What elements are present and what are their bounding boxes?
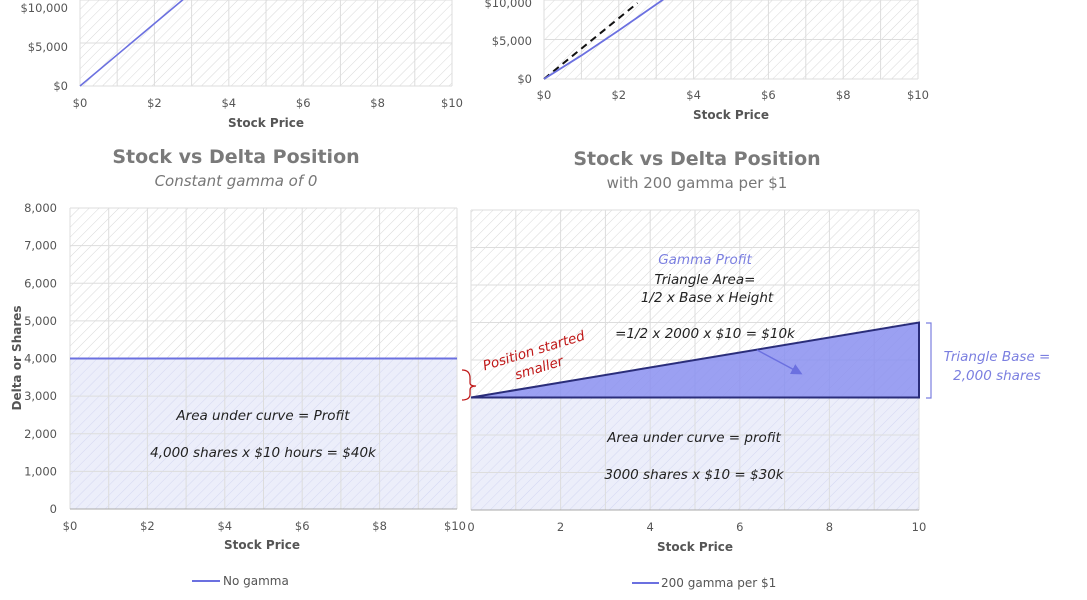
x-tick-label: $6: [761, 88, 776, 102]
x-tick-label: $10: [907, 88, 929, 102]
x-tick-label: $2: [147, 96, 162, 110]
x-tick-label: 2: [557, 520, 564, 534]
bottom-left-chart: Stock vs Delta Position Constant gamma o…: [10, 146, 466, 588]
top-right-gridlines: [543, 0, 919, 80]
y-tick-label: $5,000: [28, 40, 68, 54]
position-smaller-brace: [461, 369, 477, 401]
x-axis-label: Stock Price: [693, 108, 769, 122]
x-tick-label: $8: [370, 96, 385, 110]
series-line: [79, 0, 184, 87]
annotation-arrow: [756, 349, 803, 375]
y-tick-label: $0: [53, 79, 68, 93]
y-tick-label: 2,000: [24, 427, 57, 441]
x-tick-label: $2: [611, 88, 626, 102]
x-tick-label: $10: [441, 96, 463, 110]
series-solid-line: [543, 0, 665, 80]
y-tick-label: $10,000: [20, 1, 68, 15]
x-tick-label: 0: [467, 520, 474, 534]
x-tick-label: $10: [444, 519, 466, 533]
x-tick-label: $0: [73, 96, 88, 110]
legend-label: 200 gamma per $1: [661, 576, 776, 590]
x-tick-label: $2: [140, 519, 155, 533]
x-tick-label: 4: [647, 520, 654, 534]
annotation-triangle-base: Triangle Base =: [944, 349, 1051, 365]
bottom-left-y-ticks: 0 1,000 2,000 3,000 4,000 5,000 6,000 7,…: [24, 201, 57, 516]
chart-subtitle: with 200 gamma per $1: [607, 174, 788, 192]
y-tick-label: 3,000: [24, 389, 57, 403]
annotation-calculation: 4,000 shares x $10 hours = $40k: [150, 445, 377, 461]
x-tick-label: $0: [537, 88, 552, 102]
x-tick-label: 8: [826, 520, 833, 534]
annotation-triangle-base-value: 2,000 shares: [953, 368, 1041, 384]
x-tick-label: $0: [63, 519, 78, 533]
x-tick-label: $4: [686, 88, 701, 102]
y-tick-label: $0: [517, 72, 532, 86]
chart-subtitle: Constant gamma of 0: [155, 172, 318, 190]
bottom-right-x-ticks: 0 2 4 6 8 10: [467, 520, 926, 534]
y-tick-label: 4,000: [24, 352, 57, 366]
y-tick-label: 7,000: [24, 239, 57, 253]
x-axis-label: Stock Price: [228, 116, 304, 130]
y-tick-label: 0: [50, 502, 57, 516]
annotation-area-profit: Area under curve = profit: [606, 430, 781, 446]
annotation-gamma-profit: Gamma Profit: [658, 252, 752, 268]
y-axis-label: Delta or Shares: [10, 305, 24, 410]
top-left-gridlines: [79, 0, 453, 87]
annotation-triangle-calc: =1/2 x 2000 x $10 = $10k: [615, 326, 796, 342]
x-tick-label: $4: [221, 96, 236, 110]
bottom-left-x-ticks: $0 $2 $4 $6 $8 $10: [63, 519, 466, 533]
x-tick-label: 6: [736, 520, 743, 534]
y-tick-label: 5,000: [24, 314, 57, 328]
annotation-triangle-formula: 1/2 x Base x Height: [641, 290, 774, 306]
series-dashed-line: [543, 2, 639, 80]
x-axis-label: Stock Price: [224, 538, 300, 552]
x-tick-label: 10: [912, 520, 927, 534]
y-tick-label: 6,000: [24, 276, 57, 290]
top-left-y-ticks: $10,000 $5,000 $0: [20, 1, 68, 93]
legend-label: No gamma: [223, 574, 289, 588]
x-tick-label: $6: [295, 519, 310, 533]
top-right-x-ticks: $0 $2 $4 $6 $8 $10: [537, 88, 929, 102]
x-axis-label: Stock Price: [657, 540, 733, 554]
x-tick-label: $8: [836, 88, 851, 102]
top-right-y-ticks: $10,000 $5,000 $0: [484, 0, 532, 86]
y-tick-label: 8,000: [24, 201, 57, 215]
x-tick-label: $6: [296, 96, 311, 110]
chart-title: Stock vs Delta Position: [112, 146, 359, 168]
x-tick-label: $4: [217, 519, 232, 533]
top-left-chart: $10,000 $5,000 $0 $0 $2 $4 $6 $8 $10 Sto…: [20, 0, 463, 130]
top-right-chart: $10,000 $5,000 $0 $0 $2 $4 $6 $8 $10 Sto…: [484, 0, 929, 122]
top-left-x-ticks: $0 $2 $4 $6 $8 $10: [73, 96, 463, 110]
x-tick-label: $8: [372, 519, 387, 533]
annotation-area-profit: Area under curve = Profit: [175, 408, 350, 424]
bottom-right-chart: Stock vs Delta Position with 200 gamma p…: [461, 148, 1051, 590]
y-tick-label: $5,000: [492, 34, 532, 48]
y-tick-label: $10,000: [484, 0, 532, 10]
triangle-base-bracket: [926, 322, 932, 399]
y-tick-label: 1,000: [24, 464, 57, 478]
annotation-calculation: 3000 shares x $10 = $30k: [604, 467, 784, 483]
annotation-triangle-area: Triangle Area=: [655, 272, 756, 288]
chart-title: Stock vs Delta Position: [573, 148, 820, 170]
